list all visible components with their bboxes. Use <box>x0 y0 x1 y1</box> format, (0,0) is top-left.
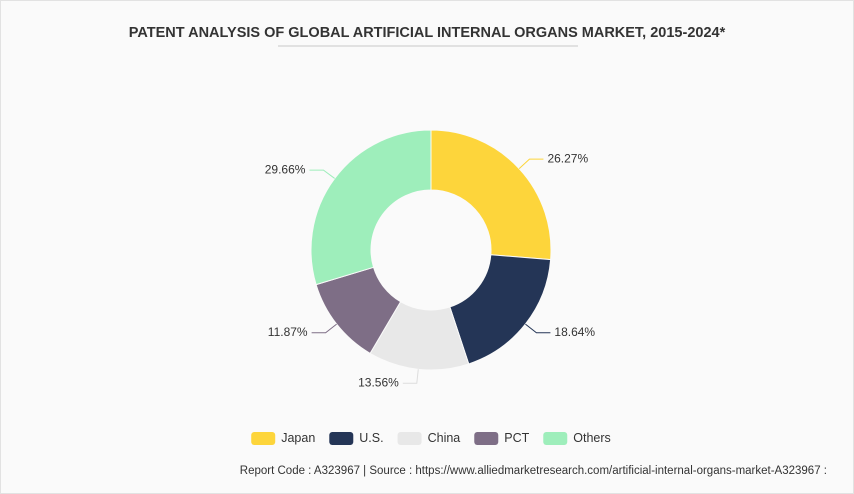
source-note: Report Code : A323967 | Source : https:/… <box>240 465 827 477</box>
donut-slice <box>449 254 552 365</box>
leader-line <box>518 158 544 169</box>
data-label: 26.27% <box>547 151 588 165</box>
data-label: 11.87% <box>268 325 308 339</box>
donut-slice <box>310 129 432 286</box>
legend-label: Others <box>573 431 611 445</box>
legend-swatch <box>251 432 276 445</box>
leader-line <box>309 169 335 179</box>
legend-label: U.S. <box>359 431 383 445</box>
leader-line <box>402 369 419 384</box>
legend-label: PCT <box>504 431 529 445</box>
data-label: 18.64% <box>554 325 595 339</box>
legend-swatch <box>543 432 568 445</box>
data-label: 29.66% <box>265 162 306 176</box>
data-label: 13.56% <box>358 375 399 389</box>
legend-label: Japan <box>281 431 315 445</box>
legend-swatch <box>474 432 499 445</box>
legend-label: China <box>428 431 461 445</box>
chart-title: PATENT ANALYSIS OF GLOBAL ARTIFICIAL INT… <box>129 25 726 41</box>
leader-line <box>525 323 551 334</box>
leader-line <box>311 323 337 334</box>
donut-slice <box>430 129 552 261</box>
legend-swatch <box>397 432 422 445</box>
legend-swatch <box>329 432 354 445</box>
